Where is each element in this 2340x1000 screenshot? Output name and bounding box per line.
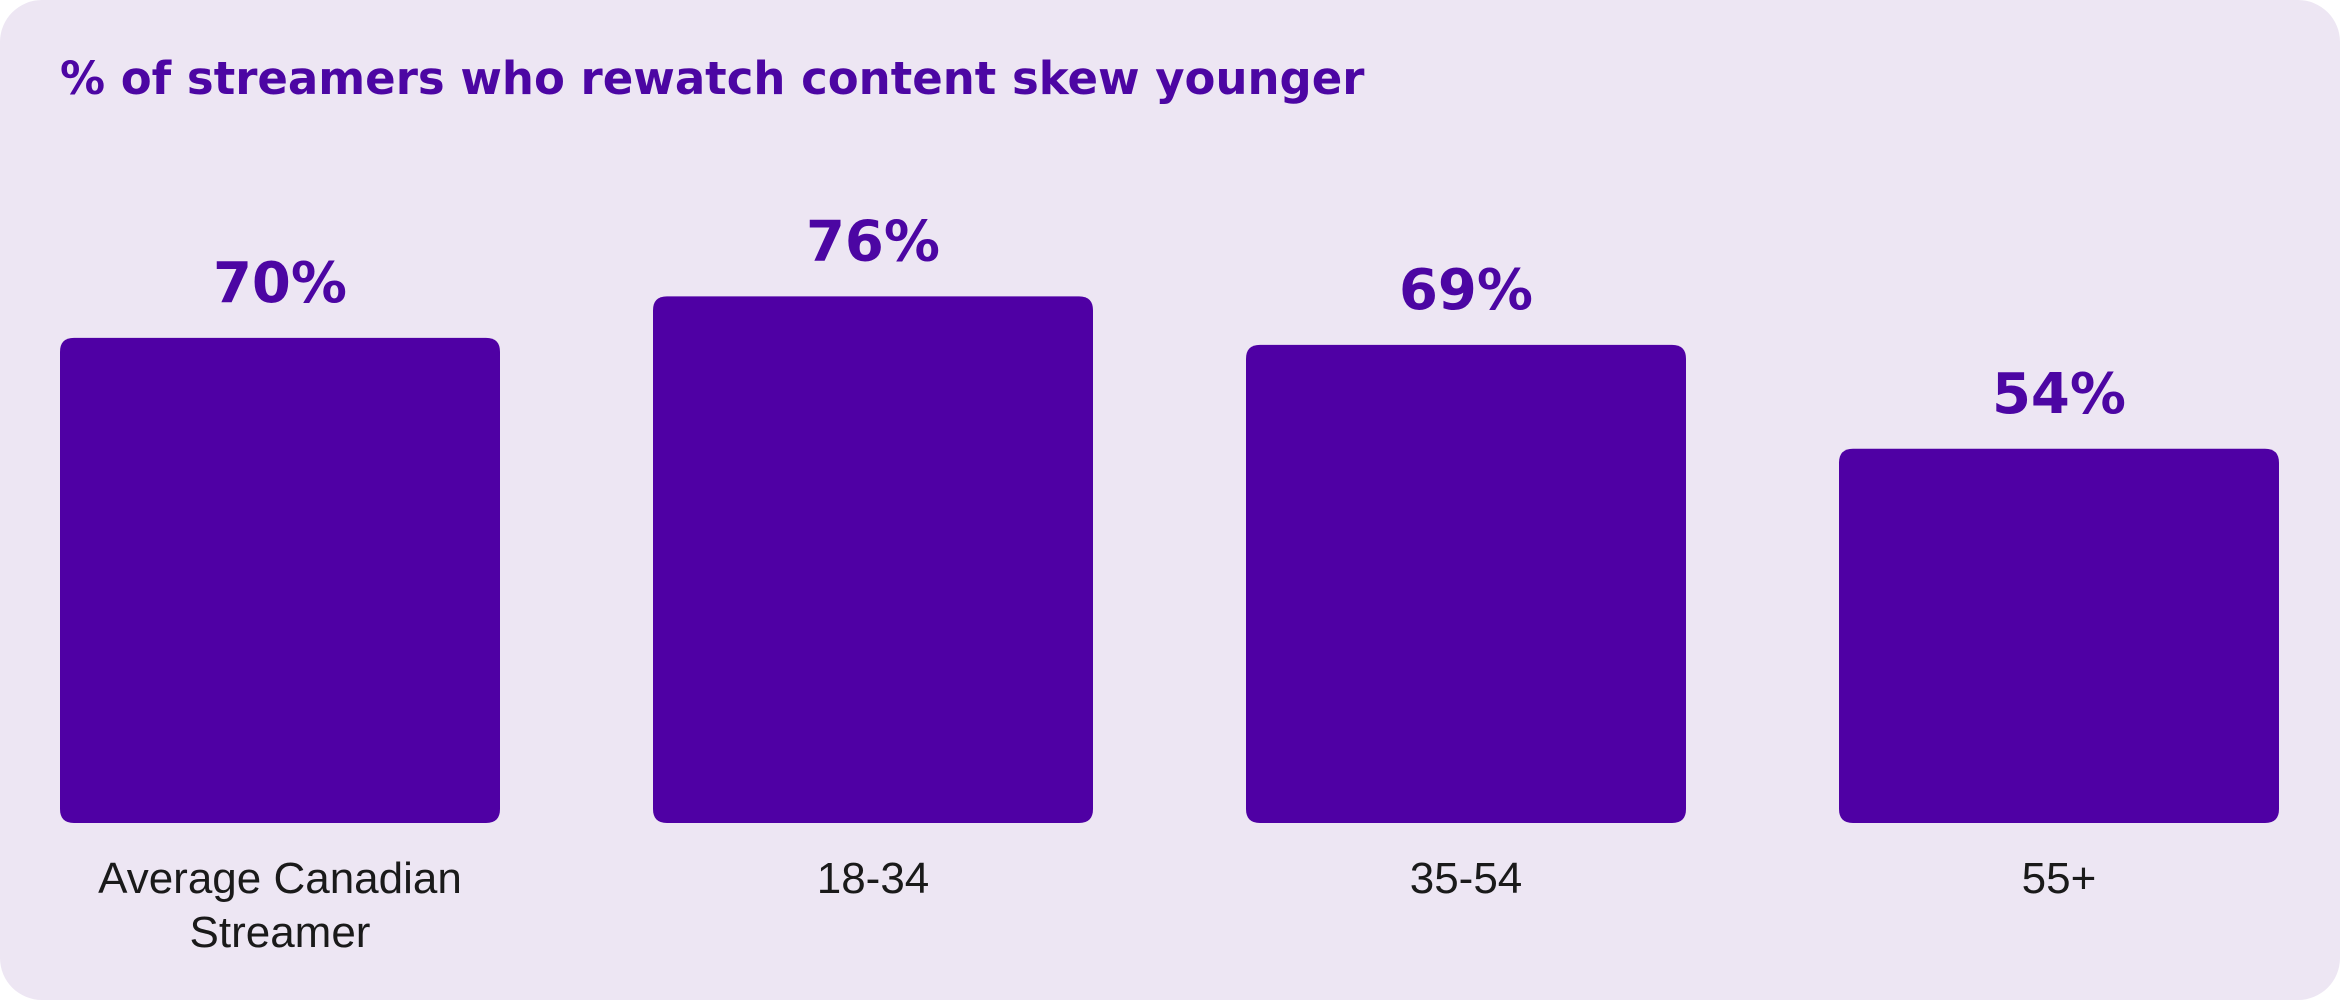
value-label-0: 70%: [213, 251, 347, 316]
chart-title: % of streamers who rewatch content skew …: [60, 52, 1365, 105]
category-label-1: 18-34: [817, 854, 930, 903]
bar-1: [653, 296, 1093, 823]
category-label-3: 55+: [2022, 854, 2097, 903]
category-label-0-line-0: Average Canadian: [98, 854, 462, 903]
value-label-2: 69%: [1399, 258, 1533, 323]
bar-2: [1246, 344, 1686, 823]
value-label-3: 54%: [1992, 362, 2126, 427]
category-label-2: 35-54: [1410, 854, 1523, 903]
bar-0: [60, 337, 500, 823]
category-label-0-line-1: Streamer: [190, 908, 371, 957]
bar-3: [1839, 448, 2279, 823]
value-label-1: 76%: [806, 209, 940, 274]
